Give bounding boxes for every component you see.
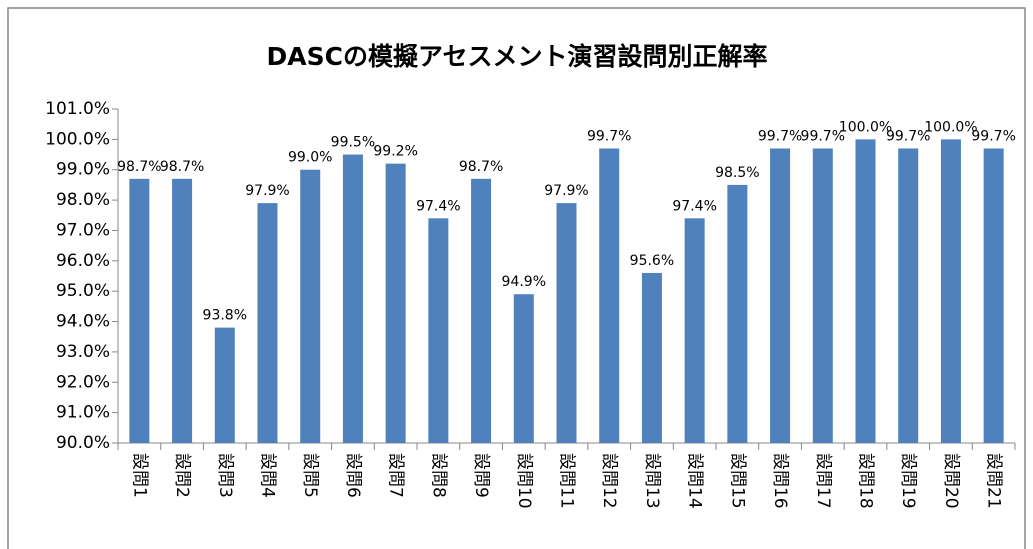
- bar: [727, 184, 748, 443]
- x-tick-label: 設問1: [129, 453, 149, 498]
- y-tick-label: 94.0%: [56, 312, 110, 332]
- bar: [129, 178, 150, 443]
- value-label: 97.9%: [544, 183, 588, 199]
- bar: [599, 148, 620, 444]
- value-label: 99.7%: [801, 128, 845, 144]
- bar: [641, 272, 662, 443]
- x-tick-label: 設問21: [984, 453, 1004, 509]
- y-tick-label: 90.0%: [56, 433, 110, 453]
- value-label: 94.9%: [502, 274, 546, 290]
- value-label: 99.7%: [886, 128, 930, 144]
- y-tick-label: 101.0%: [45, 99, 110, 119]
- bar: [684, 218, 705, 443]
- value-label: 95.6%: [630, 253, 674, 269]
- x-tick-label: 設問4: [258, 453, 278, 498]
- bar: [898, 148, 919, 444]
- x-tick-label: 設問16: [770, 453, 790, 509]
- y-tick-label: 99.0%: [56, 160, 110, 180]
- bar: [556, 203, 577, 443]
- y-tick-label: 95.0%: [56, 281, 110, 301]
- bar: [300, 169, 321, 443]
- bar: [812, 148, 833, 444]
- bar: [770, 148, 791, 444]
- y-tick-label: 92.0%: [56, 372, 110, 392]
- x-tick-label: 設問2: [172, 453, 192, 498]
- bar: [257, 203, 278, 443]
- x-tick-label: 設問9: [471, 453, 491, 498]
- x-tick-label: 設問13: [642, 453, 662, 509]
- chart-border: [7, 7, 1026, 549]
- value-label: 100.0%: [924, 119, 977, 135]
- bar: [342, 154, 363, 443]
- value-label: 99.7%: [971, 128, 1015, 144]
- y-tick-label: 91.0%: [56, 403, 110, 423]
- x-tick-label: 設問6: [343, 453, 363, 498]
- y-tick-label: 97.0%: [56, 220, 110, 240]
- y-tick-label: 98.0%: [56, 190, 110, 210]
- value-label: 97.4%: [416, 198, 460, 214]
- x-tick-label: 設問18: [856, 453, 876, 509]
- bar: [428, 218, 449, 443]
- bar: [940, 139, 961, 443]
- x-tick-label: 設問12: [599, 453, 619, 509]
- value-label: 97.4%: [672, 198, 716, 214]
- x-tick-label: 設問20: [941, 453, 961, 509]
- x-tick-label: 設問19: [898, 453, 918, 509]
- value-label: 99.0%: [288, 150, 332, 166]
- bar: [983, 148, 1004, 444]
- value-label: 98.7%: [117, 159, 161, 175]
- bar: [385, 163, 406, 443]
- x-tick-label: 設問10: [514, 453, 534, 509]
- x-tick-label: 設問8: [428, 453, 448, 498]
- bar: [855, 139, 876, 443]
- value-label: 98.7%: [160, 159, 204, 175]
- y-tick-label: 96.0%: [56, 251, 110, 271]
- x-tick-label: 設問7: [386, 453, 406, 498]
- value-label: 98.7%: [459, 159, 503, 175]
- x-tick-label: 設問11: [557, 453, 577, 509]
- x-tick-label: 設問17: [813, 453, 833, 509]
- x-tick-label: 設問15: [727, 453, 747, 509]
- bar: [513, 294, 534, 443]
- value-label: 99.7%: [587, 128, 631, 144]
- bar: [471, 178, 492, 443]
- x-tick-label: 設問5: [300, 453, 320, 498]
- value-label: 97.9%: [245, 183, 289, 199]
- y-tick-label: 93.0%: [56, 342, 110, 362]
- chart-title: DASCの模擬アセスメント演習設問別正解率: [267, 42, 768, 71]
- value-label: 99.2%: [373, 144, 417, 160]
- y-tick-label: 100.0%: [45, 129, 110, 149]
- value-label: 98.5%: [715, 165, 759, 181]
- x-tick-label: 設問3: [215, 453, 235, 498]
- value-label: 99.7%: [758, 128, 802, 144]
- value-label: 93.8%: [203, 308, 247, 324]
- value-label: 99.5%: [331, 135, 375, 151]
- x-tick-label: 設問14: [685, 453, 705, 509]
- bar: [214, 327, 235, 443]
- value-label: 100.0%: [839, 119, 892, 135]
- bar: [172, 178, 193, 443]
